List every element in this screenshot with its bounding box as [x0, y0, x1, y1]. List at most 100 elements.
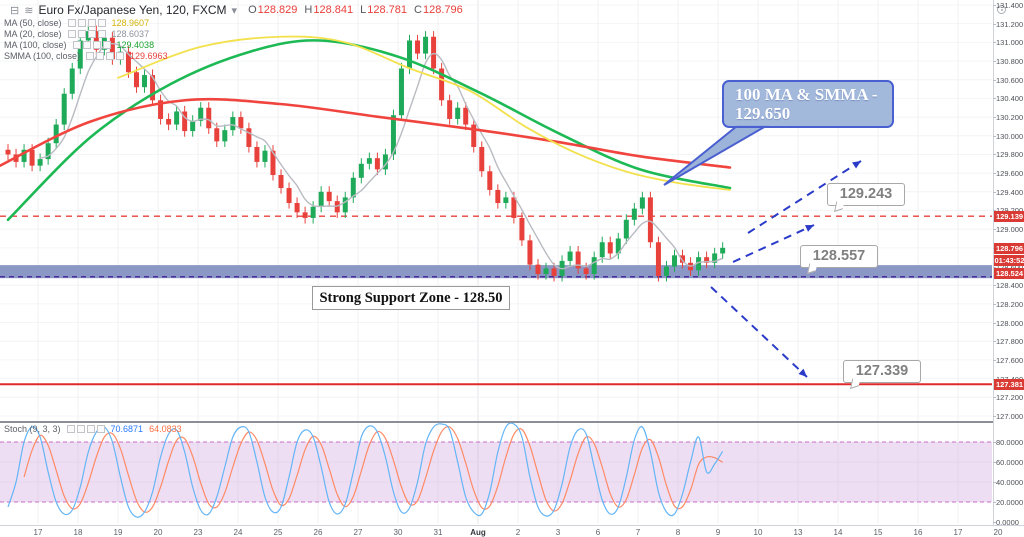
high-label: H [304, 4, 313, 16]
low-label: L [360, 4, 367, 16]
time-tick: 25 [273, 528, 283, 537]
price-tick: 130.400 [992, 94, 1024, 104]
collapse-icon[interactable]: ⊟ [10, 4, 20, 17]
open-value: 128.829 [257, 4, 298, 16]
price-level-label[interactable]: 128.557 [800, 245, 878, 268]
price-scale-settings-icon[interactable] [997, 5, 1006, 14]
time-axis[interactable]: 17 18 19 20 23 24 25 26 27 30 31 Aug 2 3 6 7 8 9 10 13 14 15 1… [0, 525, 1024, 537]
stoch-tick: 80.0000 [992, 438, 1024, 447]
indicator-more-icon[interactable] [97, 29, 106, 38]
indicator-delete-icon[interactable] [87, 18, 96, 27]
price-tick: 129.600 [992, 169, 1024, 179]
price-tick: 130.600 [992, 75, 1024, 85]
stoch-k-value: 70.6871 [110, 424, 144, 434]
time-tick: 6 [595, 528, 601, 537]
symbol-title[interactable]: Euro Fx/Japanese Yen, 120, FXCM [38, 3, 227, 17]
price-label-box: 127.381 [994, 378, 1024, 390]
ohlc-values: O 128.829 H 128.841 L 128.781 C 128.796 [248, 4, 463, 16]
pane-separator[interactable] [0, 421, 993, 423]
indicator-settings-icon[interactable] [96, 51, 105, 60]
bar-countdown-box: 01:43:52 [994, 254, 1024, 266]
price-tick: 127.000 [992, 411, 1024, 421]
indicator-label[interactable]: MA (100, close) [4, 39, 67, 50]
price-tick: 129.400 [992, 187, 1024, 197]
indicator-more-icon[interactable] [116, 51, 125, 60]
chevron-down-icon[interactable]: ▾ [231, 4, 238, 17]
time-tick: 17 [33, 528, 43, 537]
indicator-value: 129.6963 [130, 50, 168, 61]
stoch-d-value: 64.0833 [149, 424, 182, 434]
price-tick: 131.400 [992, 1, 1024, 10]
indicator-settings-icon[interactable] [77, 18, 86, 27]
indicator-toggle-icon[interactable] [66, 425, 75, 433]
price-tick: 127.200 [992, 393, 1024, 403]
indicator-label[interactable]: SMMA (100, close) [4, 50, 81, 61]
indicator-label[interactable]: MA (50, close) [4, 17, 62, 28]
indicator-toggle-icon[interactable] [86, 51, 95, 60]
callout-line2: 129.650 [735, 104, 791, 123]
indicator-more-icon[interactable] [102, 40, 111, 49]
indicator-more-icon[interactable] [96, 425, 105, 433]
price-label-box: 129.139 [994, 210, 1024, 222]
indicator-settings-icon[interactable] [76, 425, 85, 433]
time-tick: 13 [793, 528, 803, 537]
indicator-delete-icon[interactable] [92, 40, 101, 49]
time-tick: 7 [635, 528, 641, 537]
time-tick: 24 [233, 528, 243, 537]
price-tick: 128.400 [992, 281, 1024, 291]
time-tick: 19 [113, 528, 123, 537]
ma-callout-box[interactable]: 100 MA & SMMA - 129.650 [722, 80, 894, 128]
support-zone-label[interactable]: Strong Support Zone - 128.50 [312, 286, 510, 310]
stochastic-legend: Stoch (9, 3, 3) 70.6871 64.0833 [4, 424, 182, 434]
price-tick: 131.200 [992, 19, 1024, 29]
indicator-more-icon[interactable] [97, 18, 106, 27]
indicator-settings-icon[interactable] [77, 29, 86, 38]
stoch-tick: 20.0000 [992, 498, 1024, 507]
time-tick: 14 [833, 528, 843, 537]
high-value: 128.841 [313, 4, 354, 16]
indicator-row: SMMA (100, close) 129.6963 [4, 50, 168, 61]
price-level-label[interactable]: 127.339 [843, 360, 921, 383]
indicator-toggle-icon[interactable] [67, 29, 76, 38]
time-tick: 18 [73, 528, 83, 537]
indicator-toggle-icon[interactable] [67, 18, 76, 27]
indicator-label[interactable]: MA (20, close) [4, 28, 62, 39]
callout-line1: 100 MA & SMMA - [735, 85, 878, 104]
price-level-label[interactable]: 129.243 [827, 183, 905, 206]
price-tick: 128.000 [992, 318, 1024, 328]
time-tick: 16 [913, 528, 923, 537]
indicator-delete-icon[interactable] [106, 51, 115, 60]
time-tick: 3 [555, 528, 561, 537]
indicator-row: MA (50, close) 128.9607 [4, 17, 168, 28]
price-label-box: 128.796 [994, 242, 1024, 254]
time-tick: Aug [470, 528, 486, 537]
indicator-delete-icon[interactable] [87, 29, 96, 38]
price-axis[interactable]: 131.400 131.200 131.000 130.800 130.600 130.4… [992, 0, 1024, 537]
close-value: 128.796 [422, 4, 463, 16]
time-tick: 15 [873, 528, 883, 537]
price-label-box: 128.524 [994, 268, 1024, 280]
time-tick: 23 [193, 528, 203, 537]
indicator-settings-icon[interactable] [82, 40, 91, 49]
stoch-tick: 40.0000 [992, 478, 1024, 487]
indicator-delete-icon[interactable] [86, 425, 95, 433]
time-tick: 9 [715, 528, 721, 537]
wave-icon: ≋ [24, 4, 34, 17]
stoch-label[interactable]: Stoch (9, 3, 3) [4, 424, 61, 434]
indicator-value: 128.6037 [111, 28, 150, 39]
time-tick: 20 [993, 528, 1003, 537]
price-tick: 130.000 [992, 131, 1024, 141]
time-tick: 27 [353, 528, 363, 537]
indicator-value: 128.9607 [111, 17, 150, 28]
time-tick: 2 [515, 528, 521, 537]
price-tick: 129.000 [992, 225, 1024, 235]
time-tick: 17 [953, 528, 963, 537]
price-tick: 130.200 [992, 113, 1024, 123]
indicator-toggle-icon[interactable] [72, 40, 81, 49]
indicator-row: MA (100, close) 129.4038 [4, 39, 168, 50]
stoch-tick: 0.0000 [993, 518, 1019, 527]
price-tick: 127.800 [992, 337, 1024, 347]
time-tick: 31 [433, 528, 443, 537]
